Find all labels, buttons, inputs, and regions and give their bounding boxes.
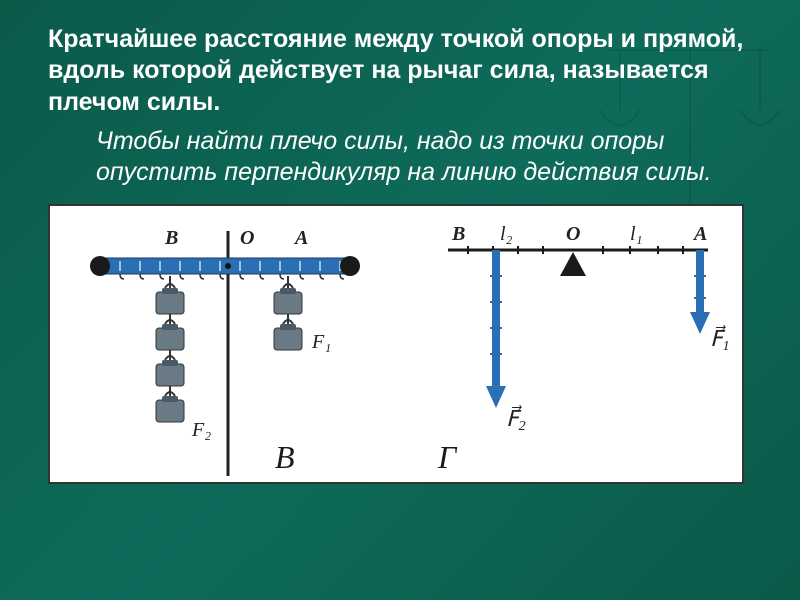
weights-F2: F₂ — [156, 276, 211, 441]
svg-text:F⃗1: F⃗1 — [710, 325, 730, 354]
label-F2-left: F₂ — [191, 419, 211, 441]
panel-left: B O A — [50, 206, 398, 482]
svg-text:F⃗2: F⃗2 — [506, 405, 526, 434]
label-l1: l₁ — [630, 223, 643, 245]
panel-label-B: В — [275, 439, 295, 476]
weights-F1: F₁ — [274, 276, 331, 353]
label-O: O — [240, 227, 254, 249]
force-F2: F⃗2 — [486, 250, 526, 434]
label-A: A — [293, 227, 308, 249]
diagram-box: B O A — [48, 204, 744, 484]
definition-text: Кратчайшее расстояние между точкой опоры… — [48, 24, 752, 118]
label-B-right: B — [451, 223, 465, 245]
label-l2: l₂ — [500, 223, 513, 245]
label-B: B — [164, 227, 178, 249]
panel-right: B l₂ O l₁ A — [398, 206, 746, 482]
force-F1: F⃗1 — [690, 250, 730, 354]
label-A-right: A — [692, 223, 707, 245]
panel-label-G: Г — [438, 439, 456, 476]
label-O-right: O — [566, 223, 580, 245]
slide-content: Кратчайшее расстояние между точкой опоры… — [0, 0, 800, 500]
explanation-text: Чтобы найти плечо силы, надо из точки оп… — [48, 126, 752, 189]
lever-with-weights: B O A — [50, 206, 398, 482]
label-F1-left: F₁ — [311, 331, 331, 353]
